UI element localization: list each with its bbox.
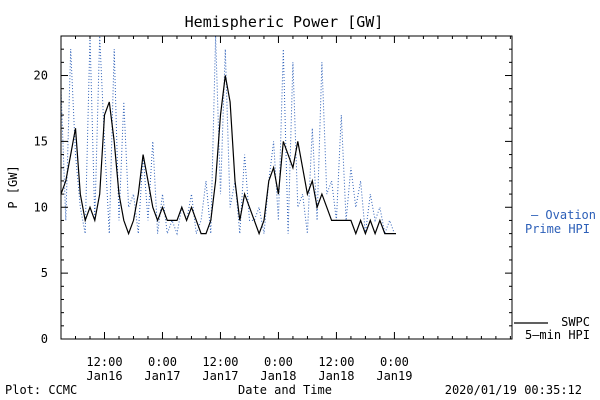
legend-ovation-label-line1: — Ovation [531,208,596,222]
legend-swpc-label-line2: 5–min HPI [525,328,590,342]
plot-frame [60,35,513,340]
x-tick-label-time: 12:00 [86,355,122,369]
x-axis-label: Date and Time [238,383,332,397]
legend-swpc-label-line1: SWPC [561,315,590,329]
swpc-hpi-line [60,75,396,236]
x-tick-label-date: Jan16 [86,369,122,383]
ovation-prime-hpi-line [60,35,395,236]
axes: 0510152012:00Jan160:00Jan1712:00Jan170:0… [34,35,513,383]
plot-timestamp: 2020/01/19 00:35:12 [444,383,582,397]
x-tick-label-time: 0:00 [264,355,293,369]
y-tick-label: 5 [41,266,48,280]
y-tick-label: 20 [34,69,48,83]
x-tick-label-date: Jan18 [318,369,354,383]
x-tick-label-date: Jan17 [144,369,180,383]
series-lines [60,35,396,236]
y-tick-label: 15 [34,134,48,148]
x-tick-label-time: 0:00 [148,355,177,369]
chart-title: Hemispheric Power [GW] [185,13,384,31]
y-axis-label: P [GW] [6,165,20,208]
x-tick-label-time: 12:00 [202,355,238,369]
y-tick-label: 10 [34,200,48,214]
x-tick-label-date: Jan17 [202,369,238,383]
x-tick-label-date: Jan19 [376,369,412,383]
plot-credit: Plot: CCMC [5,383,78,397]
legend-ovation-label-line2: Prime HPI [525,222,590,236]
x-tick-label-date: Jan18 [260,369,296,383]
x-tick-label-time: 0:00 [380,355,409,369]
y-tick-label: 0 [41,332,48,346]
x-tick-label-time: 12:00 [318,355,354,369]
